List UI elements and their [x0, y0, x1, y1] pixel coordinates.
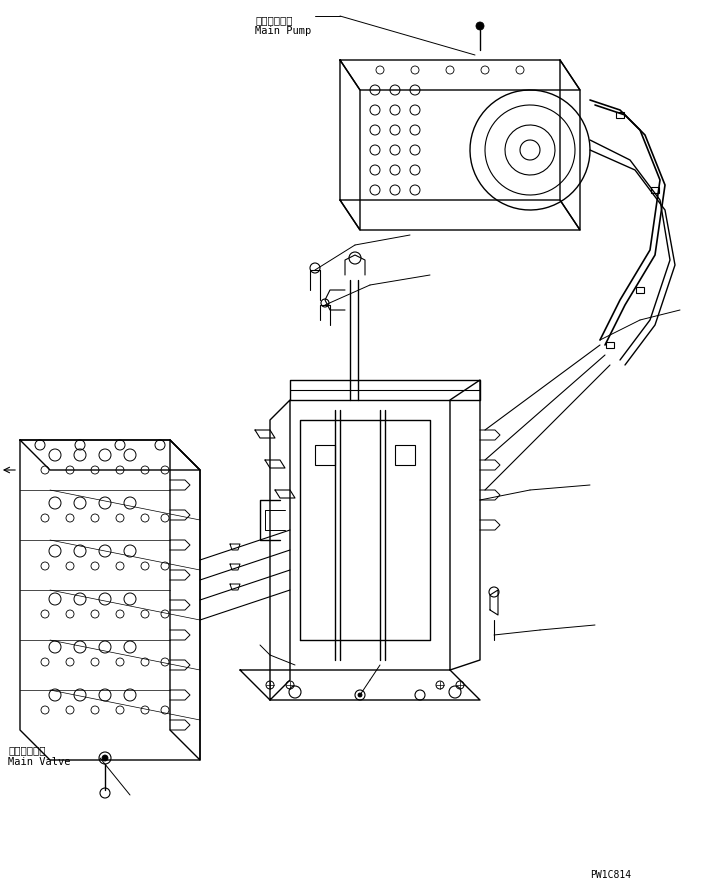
Text: Main Valve: Main Valve	[8, 757, 70, 767]
Bar	[606, 342, 614, 348]
Circle shape	[358, 693, 362, 697]
Text: メインポンプ: メインポンプ	[255, 15, 293, 25]
Text: メインバルブ: メインバルブ	[8, 745, 46, 755]
Bar	[315, 445, 335, 465]
Circle shape	[476, 22, 484, 30]
Bar	[636, 287, 644, 293]
Text: PW1C814: PW1C814	[590, 870, 631, 880]
Bar	[651, 187, 659, 193]
Bar	[616, 112, 624, 118]
Bar	[395, 445, 415, 465]
Text: Main Pump: Main Pump	[255, 26, 311, 36]
Circle shape	[102, 755, 108, 761]
